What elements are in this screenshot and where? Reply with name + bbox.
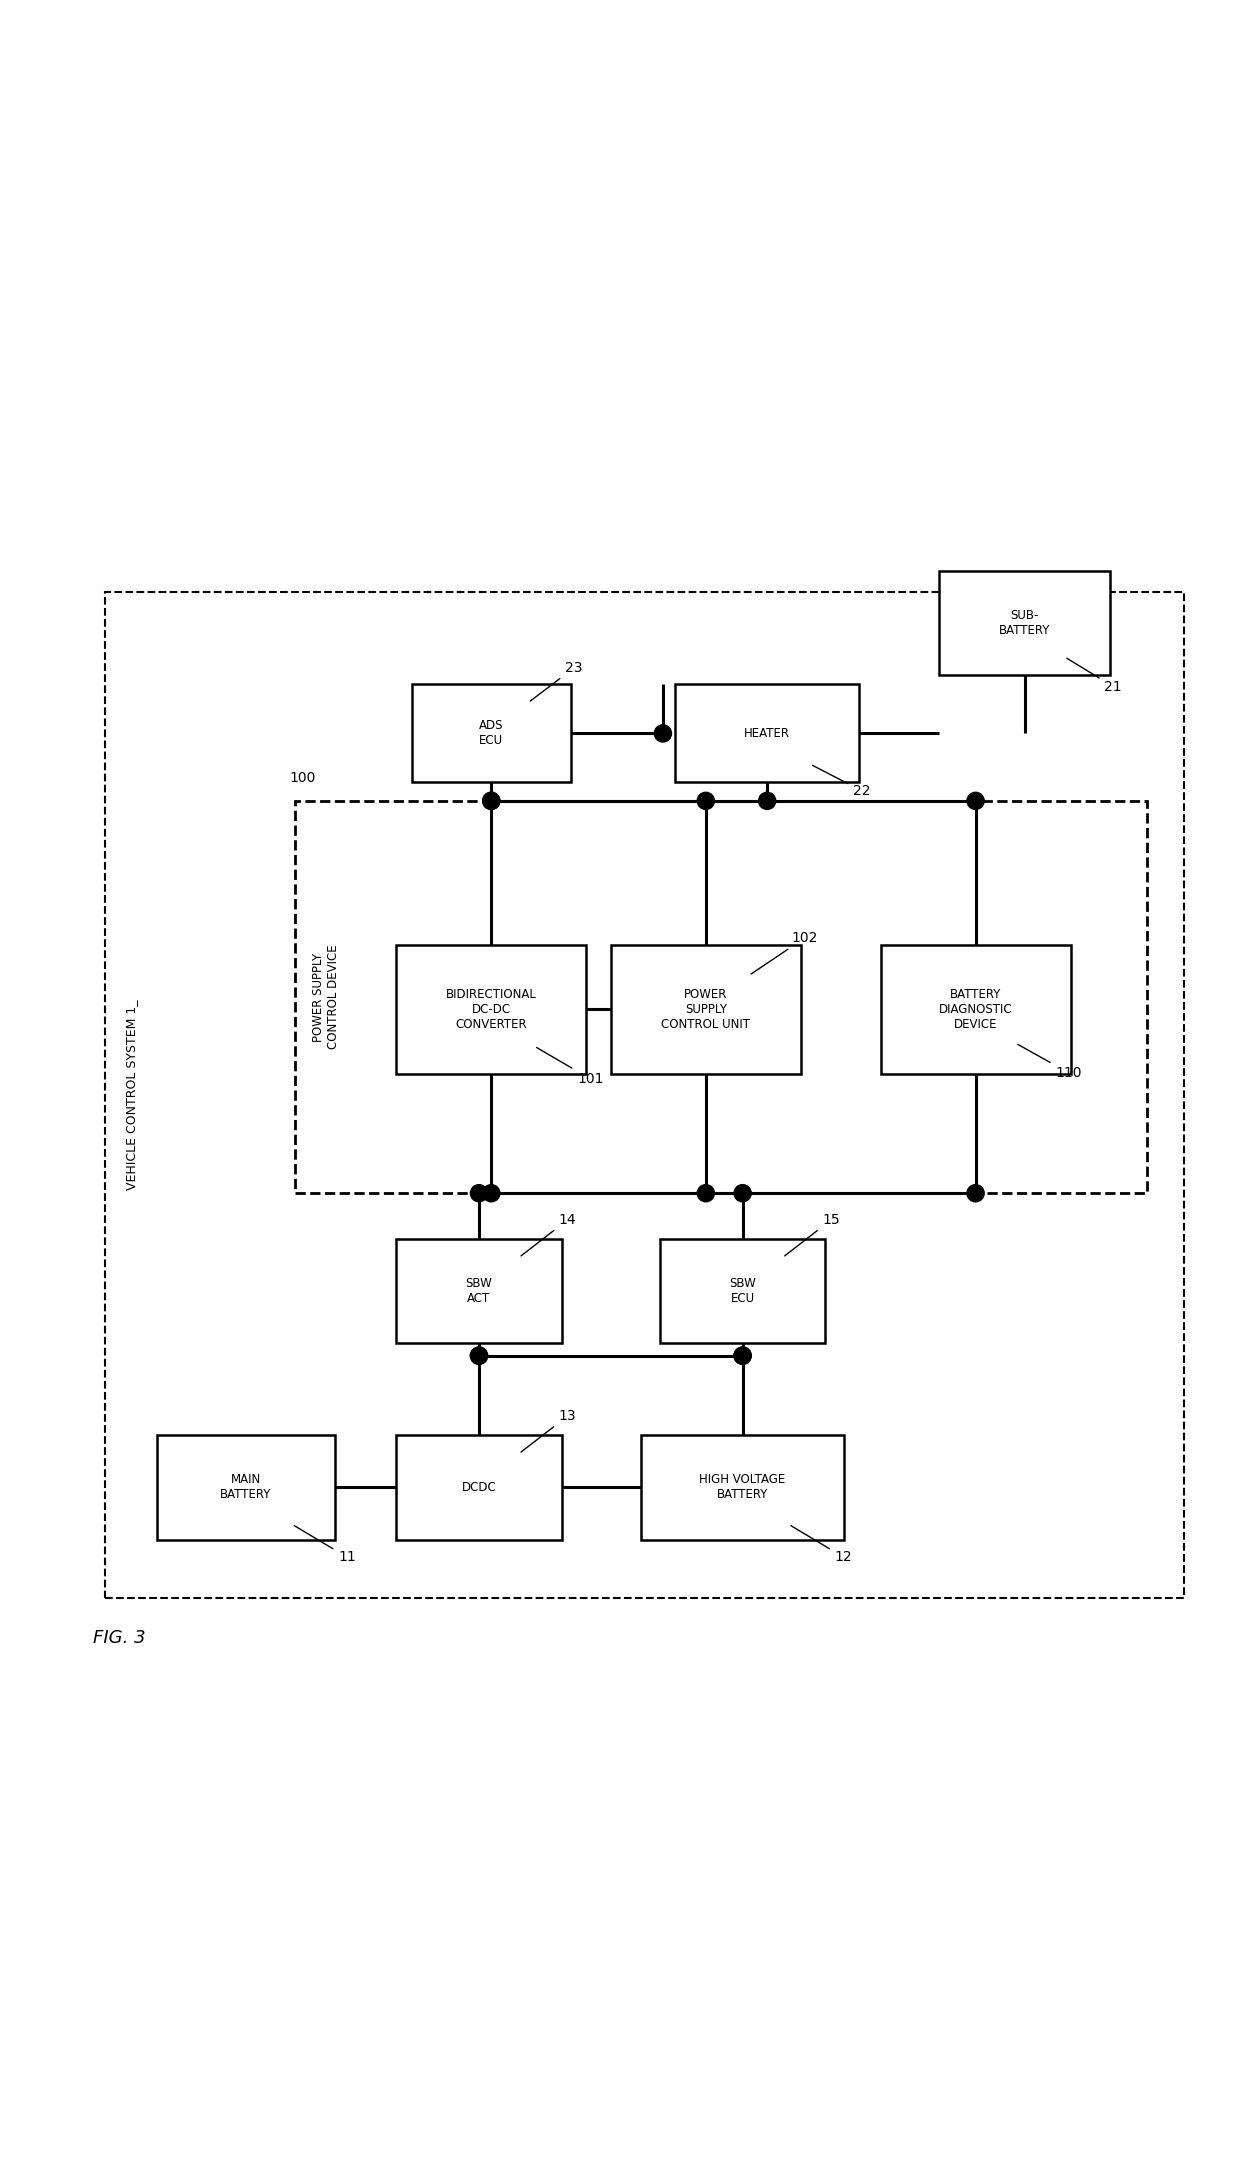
Text: POWER
SUPPLY
CONTROL UNIT: POWER SUPPLY CONTROL UNIT — [661, 989, 750, 1030]
Circle shape — [482, 1185, 500, 1202]
Text: BATTERY
DIAGNOSTIC
DEVICE: BATTERY DIAGNOSTIC DEVICE — [939, 989, 1012, 1030]
Text: 101: 101 — [537, 1048, 604, 1087]
FancyBboxPatch shape — [157, 1435, 335, 1540]
Text: 14: 14 — [521, 1213, 577, 1257]
Text: 15: 15 — [785, 1213, 839, 1257]
Circle shape — [697, 1185, 714, 1202]
FancyBboxPatch shape — [641, 1435, 843, 1540]
Circle shape — [967, 793, 985, 810]
Text: SBW
ACT: SBW ACT — [466, 1276, 492, 1305]
FancyBboxPatch shape — [675, 684, 859, 782]
Text: 100: 100 — [289, 771, 315, 786]
Text: 110: 110 — [1018, 1045, 1081, 1080]
FancyBboxPatch shape — [880, 945, 1070, 1074]
Text: 102: 102 — [751, 930, 818, 974]
Text: 21: 21 — [1066, 658, 1122, 693]
Circle shape — [734, 1348, 751, 1363]
FancyBboxPatch shape — [397, 1239, 562, 1344]
Circle shape — [697, 793, 714, 810]
FancyBboxPatch shape — [660, 1239, 826, 1344]
FancyBboxPatch shape — [295, 802, 1147, 1194]
FancyBboxPatch shape — [611, 945, 801, 1074]
Text: 12: 12 — [791, 1527, 852, 1564]
Circle shape — [482, 793, 500, 810]
FancyBboxPatch shape — [397, 1435, 562, 1540]
Text: 11: 11 — [294, 1527, 356, 1564]
Circle shape — [734, 1348, 751, 1363]
Circle shape — [759, 793, 776, 810]
Text: VEHICLE CONTROL SYSTEM 1_: VEHICLE CONTROL SYSTEM 1_ — [125, 1000, 139, 1191]
Circle shape — [655, 725, 672, 743]
Circle shape — [470, 1348, 487, 1363]
Circle shape — [482, 793, 500, 810]
Text: 22: 22 — [812, 764, 870, 797]
Circle shape — [734, 1185, 751, 1202]
Text: ADS
ECU: ADS ECU — [479, 719, 503, 747]
Text: DCDC: DCDC — [461, 1481, 496, 1494]
Text: POWER SUPPLY
CONTROL DEVICE: POWER SUPPLY CONTROL DEVICE — [311, 945, 340, 1050]
Text: SUB-
BATTERY: SUB- BATTERY — [999, 610, 1050, 638]
FancyBboxPatch shape — [105, 592, 1184, 1599]
Circle shape — [470, 1348, 487, 1363]
Text: HEATER: HEATER — [744, 727, 790, 741]
Text: FIG. 3: FIG. 3 — [93, 1629, 145, 1647]
Text: 23: 23 — [531, 662, 583, 701]
FancyBboxPatch shape — [412, 684, 570, 782]
Text: 13: 13 — [521, 1409, 577, 1453]
Text: BIDIRECTIONAL
DC-DC
CONVERTER: BIDIRECTIONAL DC-DC CONVERTER — [446, 989, 537, 1030]
Circle shape — [470, 1185, 487, 1202]
Circle shape — [967, 1185, 985, 1202]
FancyBboxPatch shape — [397, 945, 587, 1074]
Text: MAIN
BATTERY: MAIN BATTERY — [221, 1475, 272, 1501]
Text: SBW
ECU: SBW ECU — [729, 1276, 756, 1305]
FancyBboxPatch shape — [939, 571, 1111, 675]
Text: HIGH VOLTAGE
BATTERY: HIGH VOLTAGE BATTERY — [699, 1475, 786, 1501]
